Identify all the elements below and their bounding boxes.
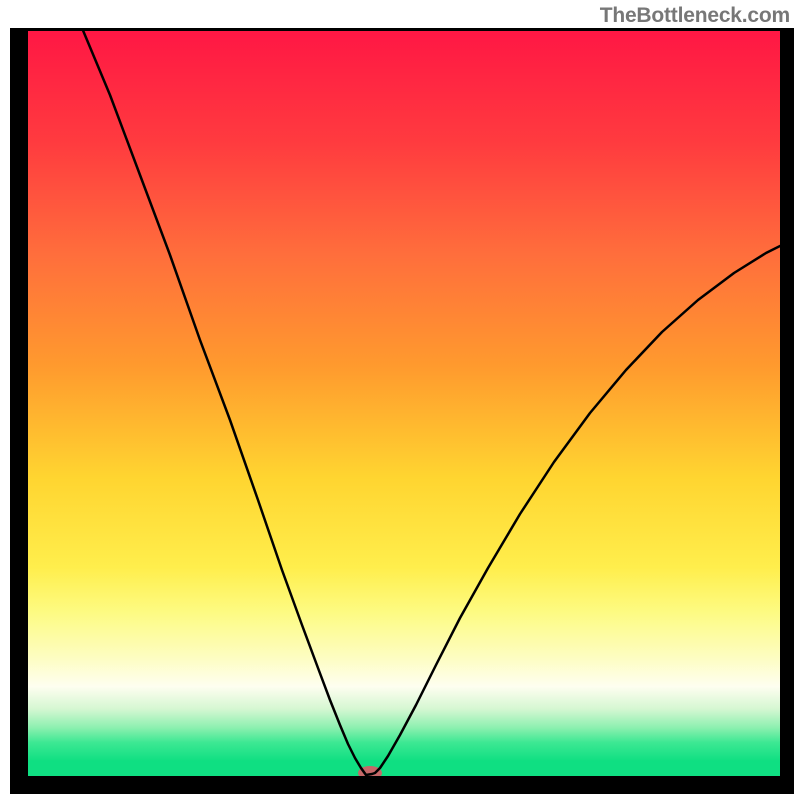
chart-svg	[0, 0, 800, 800]
plot-area	[28, 28, 786, 780]
chart-background	[28, 31, 780, 776]
watermark-text: TheBottleneck.com	[600, 4, 790, 28]
chart-container: TheBottleneck.com	[0, 0, 800, 800]
